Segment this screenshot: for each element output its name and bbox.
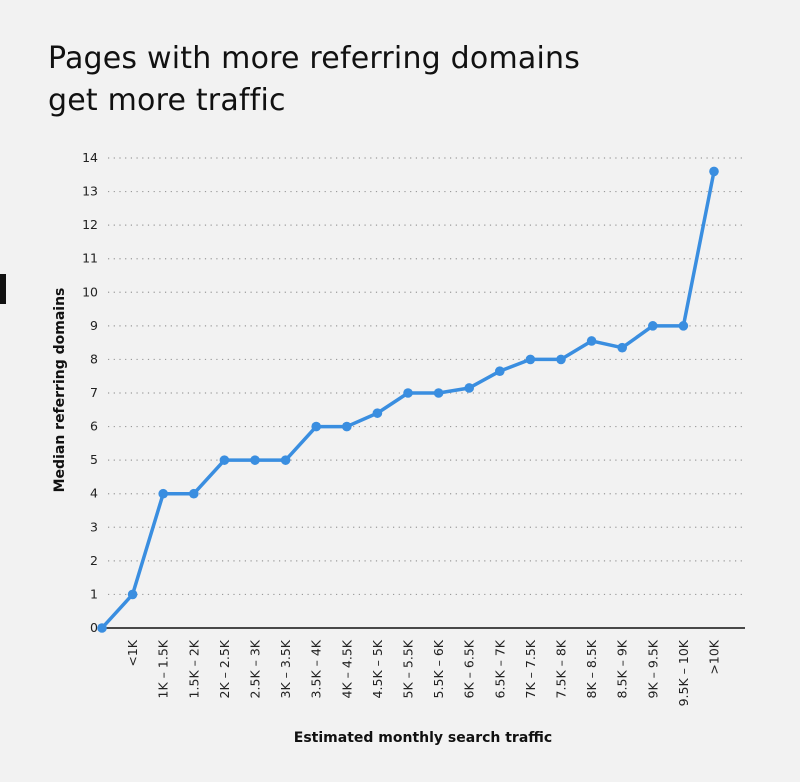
y-tick-label: 4 xyxy=(90,486,98,501)
x-axis-label: Estimated monthly search traffic xyxy=(294,730,552,746)
x-tick-label: 1.5K – 2K xyxy=(186,639,201,698)
data-point xyxy=(280,455,291,465)
chart-title-line-1: Pages with more referring domains xyxy=(48,41,581,76)
y-tick-label: 3 xyxy=(90,519,98,534)
data-point xyxy=(311,421,322,432)
edge-marker xyxy=(0,274,6,304)
x-tick-label: 9K – 9.5K xyxy=(645,639,660,698)
x-tick-label: 3K – 3.5K xyxy=(278,639,293,698)
data-point xyxy=(127,589,138,600)
x-tick-label: 8K – 8.5K xyxy=(584,639,599,698)
x-tick-label: 7.5K – 8K xyxy=(554,639,569,698)
data-point xyxy=(495,366,505,376)
data-point xyxy=(97,623,107,633)
series-line xyxy=(100,169,716,630)
x-tick-label: 4.5K – 5K xyxy=(370,639,385,698)
series-points xyxy=(97,166,719,633)
x-tick-label: 8.5K – 9K xyxy=(615,639,630,698)
y-tick-label: 5 xyxy=(90,452,98,467)
chart-title: Pages with more referring domains get mo… xyxy=(48,38,580,122)
y-tick-label: 6 xyxy=(90,419,98,434)
data-point xyxy=(189,488,199,499)
y-tick-label: 2 xyxy=(90,553,98,568)
data-point xyxy=(678,321,689,331)
x-tick-label: 2K – 2.5K xyxy=(217,639,232,698)
data-point xyxy=(403,388,413,398)
x-tick-label: 4K – 4.5K xyxy=(339,639,354,698)
y-tick-label: 14 xyxy=(82,150,98,165)
y-tick-label: 12 xyxy=(82,217,98,232)
data-point xyxy=(158,488,168,499)
x-tick-label: 6K – 6.5K xyxy=(462,639,477,698)
y-tick-label: 13 xyxy=(82,184,98,199)
data-point xyxy=(342,421,352,432)
data-point xyxy=(250,455,260,465)
y-tick-label: 9 xyxy=(90,318,98,333)
data-point xyxy=(525,354,536,365)
data-point xyxy=(372,408,383,418)
x-tick-label: <1K xyxy=(125,639,140,666)
data-point xyxy=(464,383,475,393)
x-tick-label: >10K xyxy=(707,639,722,674)
data-point xyxy=(709,166,719,177)
data-point xyxy=(648,321,658,331)
x-tick-label: 7K – 7.5K xyxy=(523,639,538,698)
x-tick-label: 9.5K – 10K xyxy=(676,639,691,706)
y-axis-label: Median referring domains xyxy=(52,288,68,493)
x-tick-label: 5K – 5.5K xyxy=(401,639,416,698)
x-tick-label: 3.5K – 4K xyxy=(309,639,324,698)
data-point xyxy=(586,336,597,346)
data-point xyxy=(617,342,627,353)
data-point xyxy=(433,388,444,398)
y-tick-label: 1 xyxy=(90,586,98,601)
y-tick-label: 0 xyxy=(90,620,98,635)
x-tick-label: 5.5K – 6K xyxy=(431,639,446,698)
x-tick-label: 1K – 1.5K xyxy=(156,639,171,698)
y-tick-label: 11 xyxy=(82,251,98,266)
y-tick-label: 10 xyxy=(82,284,98,299)
grid-lines xyxy=(108,157,745,596)
x-tick-label: 2.5K – 3K xyxy=(248,639,263,698)
x-axis-ticks: <1K 1K – 1.5K 1.5K – 2K 2K – 2.5K 2.5K – 3K 3… xyxy=(125,639,721,706)
y-tick-label: 7 xyxy=(90,385,98,400)
x-tick-label: 6.5K – 7K xyxy=(492,639,507,698)
data-point xyxy=(219,455,230,465)
data-point xyxy=(556,354,566,365)
chart-title-line-2: get more traffic xyxy=(48,83,286,118)
y-tick-label: 8 xyxy=(90,351,98,366)
